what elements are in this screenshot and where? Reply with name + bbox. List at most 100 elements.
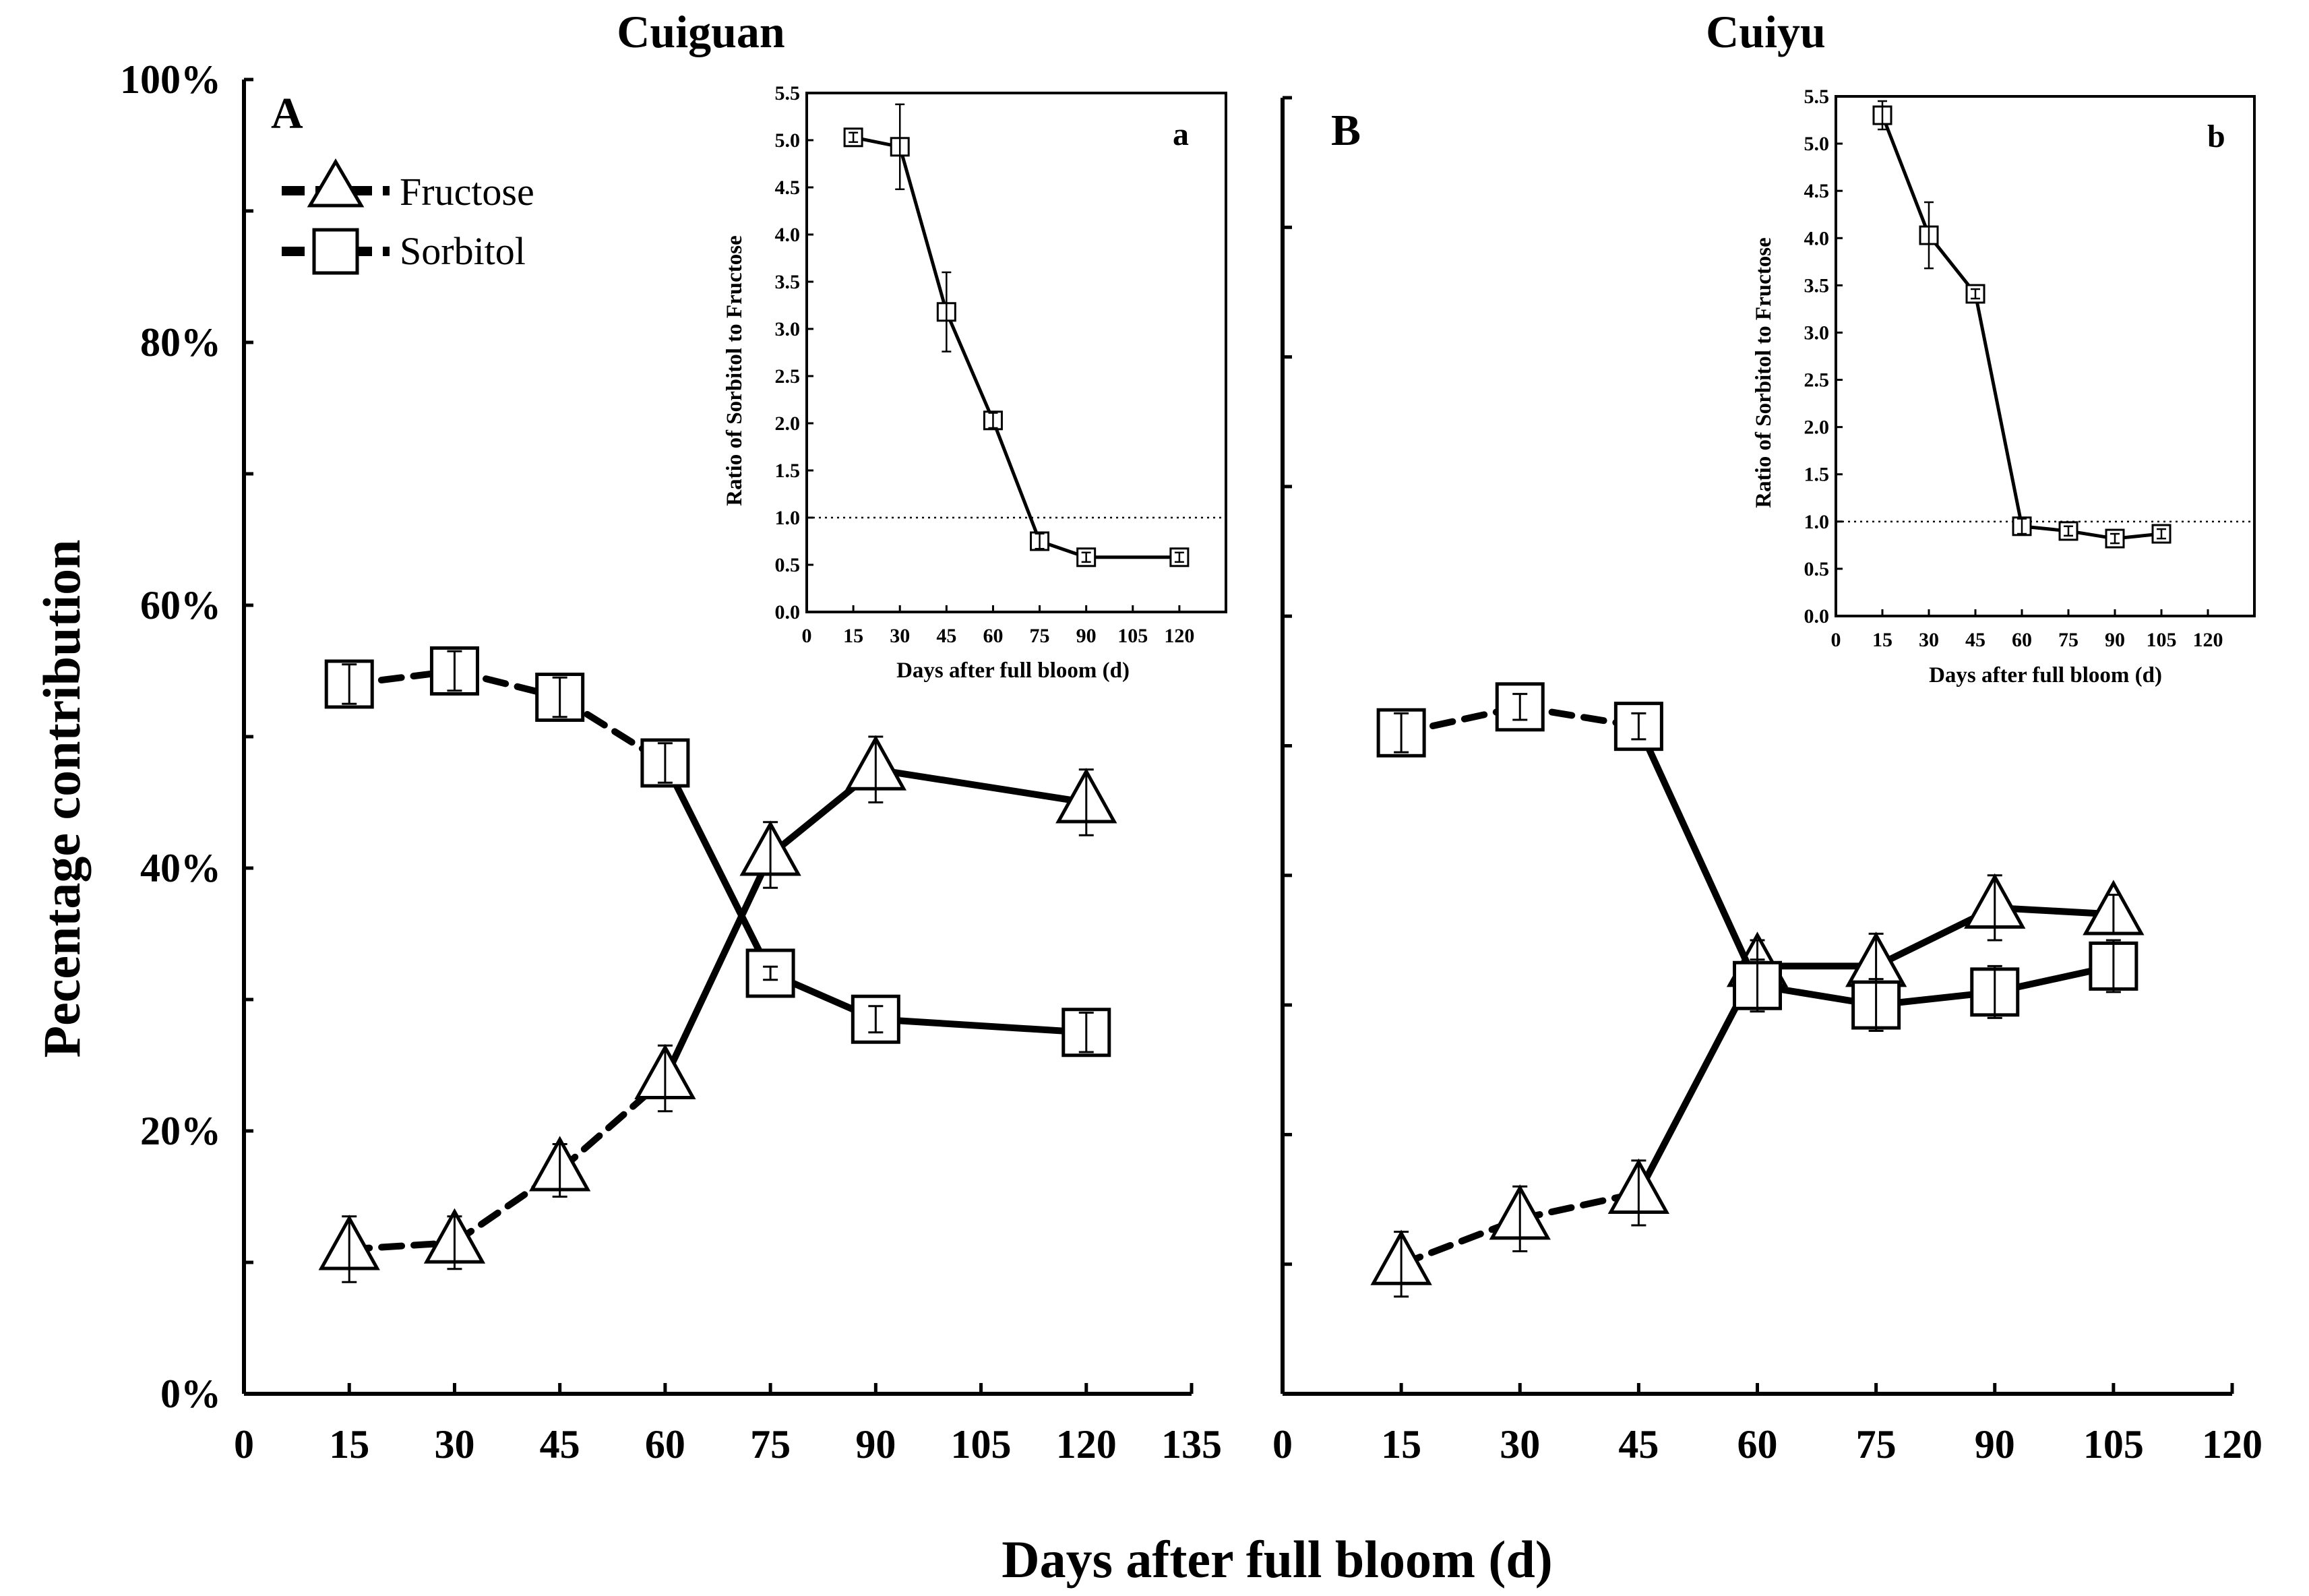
panel-A-x-tick-label: 60 bbox=[645, 1422, 685, 1467]
inset-b-x-tick-label: 15 bbox=[1872, 629, 1892, 651]
panel-A-x-tick-label: 75 bbox=[750, 1422, 791, 1467]
panel-A-y-tick-label: 40% bbox=[140, 846, 221, 890]
inset-b-y-tick-label: 5.5 bbox=[1804, 86, 1830, 108]
inset-b-x-tick-label: 30 bbox=[1919, 629, 1939, 651]
legend: Fructose Sorbitol bbox=[282, 158, 534, 275]
panel-B-x-tick-label: 105 bbox=[2083, 1422, 2144, 1467]
inset-a-y-tick-label: 4.5 bbox=[775, 177, 801, 199]
inset-b-y-tick-label: 3.5 bbox=[1804, 274, 1830, 297]
inset-b-ratio-point bbox=[2105, 528, 2125, 549]
inset-a-x-tick-label: 15 bbox=[843, 625, 863, 647]
inset-a-x-tick-label: 0 bbox=[802, 625, 812, 647]
inset-a-y-tick-label: 1.5 bbox=[775, 460, 801, 482]
inset-b-y-tick-label: 4.0 bbox=[1804, 227, 1830, 249]
panel-A: 0% 20% 40% 60% 80% 100% 0 15 30 45 60 75 90 105 120 135 bbox=[120, 57, 1222, 1467]
panel-B-x-tick-label: 120 bbox=[2202, 1422, 2262, 1467]
inset-a-x-tick-label: 60 bbox=[983, 625, 1003, 647]
panel-B-fructose-line-segment bbox=[1991, 904, 2117, 918]
panel-A-x-tick-label: 15 bbox=[329, 1422, 369, 1467]
inset-b-ratio-point bbox=[2151, 524, 2172, 544]
panel-b-label: B bbox=[1331, 106, 1361, 155]
inset-b-x-tick-label: 45 bbox=[1965, 629, 1985, 651]
legend-triangle-marker bbox=[307, 158, 365, 208]
inset-b-y-tick-label: 4.5 bbox=[1804, 180, 1830, 202]
inset-a-y-tick-label: 0.0 bbox=[775, 601, 801, 623]
panel-A-sorbitol-line-segment bbox=[661, 760, 774, 977]
panel-a: 0.0 0.5 1.0 1.5 2.0 2.5 3.0 3.5 4.0 4.5 5.0 5.5 0 15 3… bbox=[775, 82, 1227, 647]
panel-A-sorbitol-point bbox=[745, 948, 795, 998]
inset-a-y-title: Ratio of Sorbitol to Fructose bbox=[722, 235, 747, 505]
inset-b-x-title: Days after full bloom (d) bbox=[1929, 663, 2162, 687]
inset-b-y-tick-label: 2.0 bbox=[1804, 417, 1830, 439]
panel-A-fructose-line-segment bbox=[872, 766, 1090, 806]
inset-a-ratio-line bbox=[853, 135, 1179, 559]
inset-b-y-tick-label: 0.5 bbox=[1804, 558, 1830, 580]
inset-a-y-tick-label: 3.5 bbox=[775, 271, 801, 293]
inset-a-ratio-point bbox=[1076, 547, 1097, 567]
y-axis-title: Pecentage contribution bbox=[32, 539, 91, 1057]
inset-a-y-tick-label: 4.0 bbox=[775, 224, 801, 246]
legend-item-fructose: Fructose bbox=[282, 158, 534, 214]
panel-b: 0.0 0.5 1.0 1.5 2.0 2.5 3.0 3.5 4.0 4.5 5.0 5.5 0 15 3… bbox=[1804, 86, 2256, 651]
inset-b-x-tick-label: 90 bbox=[2105, 629, 2125, 651]
inset-b-y-tick-label: 1.5 bbox=[1804, 464, 1830, 486]
panel-B-x-tick-label: 75 bbox=[1856, 1422, 1897, 1467]
panel-B: 0 15 30 45 60 75 90 105 120 bbox=[1272, 96, 2262, 1467]
panel-A-y-tick-label: 60% bbox=[140, 583, 221, 627]
inset-b-y-tick-label: 3.0 bbox=[1804, 321, 1830, 344]
panel-A-sorbitol-point bbox=[535, 673, 585, 722]
inset-a-y-tick-label: 1.0 bbox=[775, 507, 801, 529]
inset-b-label: b bbox=[2207, 119, 2225, 154]
panel-B-x-tick-label: 45 bbox=[1618, 1422, 1659, 1467]
inset-a-x-tick-label: 45 bbox=[936, 625, 956, 647]
panel-B-x-tick-label: 0 bbox=[1272, 1422, 1293, 1467]
legend-fructose-label: Fructose bbox=[400, 170, 534, 214]
legend-square-marker bbox=[312, 228, 359, 275]
panel-A-sorbitol-line-segment bbox=[872, 1016, 1090, 1036]
panel-B-x-tick-label: 15 bbox=[1381, 1422, 1421, 1467]
inset-b-x-tick-label: 75 bbox=[2058, 629, 2079, 651]
inset-b-y-tick-label: 5.0 bbox=[1804, 133, 1830, 155]
inset-a-x-tick-label: 75 bbox=[1030, 625, 1050, 647]
panel-B-x-tick-label: 90 bbox=[1975, 1422, 2015, 1467]
panel-A-y-tick-label: 20% bbox=[140, 1109, 221, 1153]
inset-b-x-tick-label: 60 bbox=[2012, 629, 2032, 651]
panel-b-title: Cuiyu bbox=[1706, 6, 1826, 57]
inset-a-x-tick-label: 105 bbox=[1117, 625, 1148, 647]
inset-b-frame bbox=[1835, 95, 2256, 617]
panel-a-title: Cuiguan bbox=[617, 6, 784, 57]
inset-a-x-tick-label: 120 bbox=[1164, 625, 1194, 647]
legend-item-sorbitol: Sorbitol bbox=[282, 228, 526, 275]
inset-b-y-tick-label: 1.0 bbox=[1804, 511, 1830, 533]
inset-a-y-tick-label: 0.5 bbox=[775, 554, 801, 576]
panel-B-x-tick-label: 30 bbox=[1500, 1422, 1540, 1467]
inset-a-frame bbox=[805, 92, 1227, 613]
panel-a-label: A bbox=[271, 89, 303, 138]
panel-A-x-tick-label: 120 bbox=[1056, 1422, 1117, 1467]
inset-a-x-tick-label: 90 bbox=[1076, 625, 1097, 647]
inset-a-label: a bbox=[1173, 117, 1189, 152]
inset-a-x-tick-label: 30 bbox=[890, 625, 910, 647]
panel-A-y-tick-label: 0% bbox=[160, 1372, 221, 1416]
inset-b-y-tick-label: 2.5 bbox=[1804, 369, 1830, 392]
inset-a-y-tick-label: 2.5 bbox=[775, 365, 801, 388]
inset-b-y-title: Ratio of Sorbitol to Fructose bbox=[1752, 237, 1776, 508]
inset-a-y-tick-label: 3.0 bbox=[775, 318, 801, 340]
inset-a-x-title: Days after full bloom (d) bbox=[896, 658, 1130, 683]
panel-A-fructose-line-segment bbox=[661, 851, 774, 1082]
panel-A-x-tick-label: 0 bbox=[234, 1422, 254, 1467]
panel-A-x-tick-label: 135 bbox=[1161, 1422, 1222, 1467]
inset-b-y-tick-label: 0.0 bbox=[1804, 605, 1830, 627]
inset-a-ratio-point bbox=[1169, 547, 1190, 567]
panel-A-x-tick-label: 45 bbox=[540, 1422, 580, 1467]
panel-B-x-tick-label: 60 bbox=[1737, 1422, 1778, 1467]
panel-A-x-tick-label: 105 bbox=[951, 1422, 1012, 1467]
inset-b-x-tick-label: 0 bbox=[1831, 629, 1841, 651]
plot-layer: 0% 20% 40% 60% 80% 100% 0 15 30 45 60 75 90 105 120 135… bbox=[120, 57, 2262, 1467]
inset-b-ratio-line bbox=[1880, 115, 2162, 541]
panel-B-sorbitol-line-segment bbox=[1635, 723, 1761, 989]
panel-A-y-tick-label: 100% bbox=[120, 57, 221, 102]
x-axis-title: Days after full bloom (d) bbox=[1002, 1530, 1553, 1589]
panel-A-y-tick-label: 80% bbox=[140, 320, 221, 365]
